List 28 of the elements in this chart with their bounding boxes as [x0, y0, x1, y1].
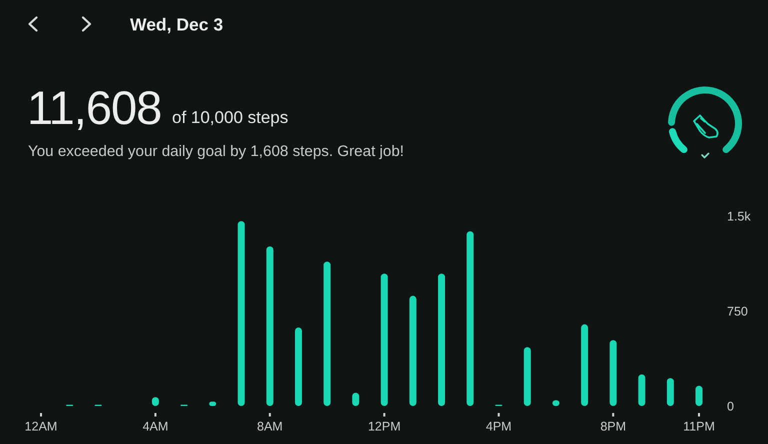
bar [466, 231, 474, 406]
chart-title: Wed, Dec 3 [130, 14, 224, 34]
bar [638, 374, 646, 406]
bar [409, 296, 416, 406]
bar [696, 386, 702, 406]
x-tick-label: 4PM [486, 420, 512, 434]
bar [610, 340, 617, 406]
bar [438, 274, 446, 406]
bar [666, 378, 674, 406]
bar [266, 246, 274, 406]
bar [524, 347, 531, 406]
bar [238, 221, 245, 406]
bar [324, 262, 331, 406]
text: of 10,000 steps [172, 108, 288, 127]
x-tick-label: 4AM [142, 420, 168, 434]
x-tick-label: 12PM [368, 420, 401, 434]
x-tick-label: 12AM [24, 420, 58, 434]
text: 11,608 [27, 81, 162, 134]
y-tick-label: 1.5k [727, 209, 752, 224]
y-tick-label: 750 [727, 304, 748, 318]
bar [380, 274, 388, 406]
x-tick-label: 8PM [600, 420, 626, 434]
y-tick-label: 0 [727, 399, 734, 414]
bar [581, 324, 588, 406]
x-tick-label: 8AM [257, 420, 283, 434]
chart-subtitle: You exceeded your daily goal by 1,608 steps. Great job! [28, 143, 404, 160]
bar [294, 327, 302, 406]
x-tick-label: 11PM [683, 420, 715, 434]
